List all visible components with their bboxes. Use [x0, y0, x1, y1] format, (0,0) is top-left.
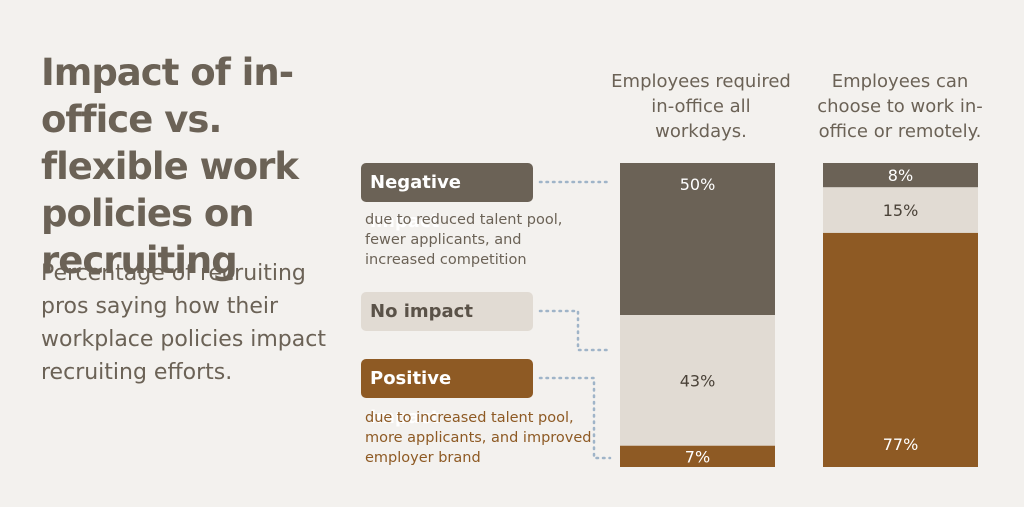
- bar-no-impact-col2: [823, 187, 978, 233]
- value-label-positive-col1: 7%: [685, 447, 710, 466]
- column-header-flexible: Employees can choose to work in-office o…: [817, 71, 983, 142]
- value-label-positive-col2: 77%: [883, 435, 919, 454]
- value-label-negative-col1: 50%: [680, 175, 716, 194]
- bar-no-impact-col1: [620, 315, 775, 446]
- chart-subtitle: Percentage of recruiting pros saying how…: [41, 261, 326, 385]
- connector-positive: [538, 376, 612, 460]
- value-label-no-impact-col2: 15%: [883, 201, 919, 220]
- legend-negative-description: due to reduced talent pool, fewer applic…: [365, 212, 563, 268]
- legend-positive-label: Positive impact: [361, 359, 533, 428]
- bar-negative-col1: [620, 163, 775, 315]
- value-label-no-impact-col1: 43%: [680, 371, 716, 390]
- bar-positive-col1: [620, 445, 775, 467]
- value-label-negative-col2: 8%: [888, 166, 913, 185]
- legend-negative-label: Negative impact: [361, 163, 533, 232]
- column-header-in-office: Employees required in-office all workday…: [611, 71, 791, 142]
- chart-title: Impact of in-office vs. flexible work po…: [41, 51, 299, 282]
- bar-positive-col2: [823, 232, 978, 467]
- bar-negative-col2: [823, 163, 978, 188]
- legend-no-impact-label: No impact: [361, 292, 533, 331]
- legend-positive-description: due to increased talent pool, more appli…: [365, 410, 592, 466]
- connector-no-impact: [538, 309, 612, 352]
